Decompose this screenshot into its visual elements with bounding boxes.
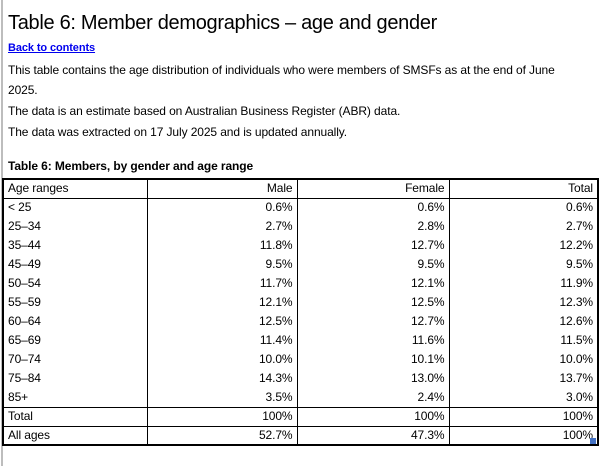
value-cell: 2.7% — [146, 217, 297, 236]
demographics-table-wrap: Age ranges Male Female Total < 25 0.6% 0.6% 0.… — [2, 178, 599, 446]
intro-paragraph-2: The data is an estimate based on Austral… — [8, 104, 401, 118]
value-cell: 12.5% — [146, 312, 297, 331]
row-label-cell: 85+ — [8, 389, 29, 404]
value-cell: 12.1% — [146, 293, 297, 312]
value-cell: 11.6% — [296, 331, 449, 350]
value-cell: 11.9% — [448, 274, 598, 293]
value-cell: 12.5% — [296, 293, 449, 312]
column-header-cell: Male — [146, 179, 297, 199]
table-row: 70–74 10.0% 10.1% 10.0% — [3, 350, 598, 369]
value-cell: 3.5% — [146, 388, 297, 407]
value-cell: 100% — [448, 406, 598, 426]
value-cell: 9.5% — [296, 255, 449, 274]
table-caption: Table 6: Members, by gender and age rang… — [8, 159, 254, 173]
value-cell: 52.7% — [146, 425, 297, 445]
selection-handle-icon[interactable] — [590, 438, 596, 444]
table-row: < 25 0.6% 0.6% 0.6% — [3, 198, 598, 217]
value-cell: 11.4% — [146, 331, 297, 350]
table-row: 35–44 11.8% 12.7% 12.2% — [3, 236, 598, 255]
column-header-cell: Total — [448, 179, 598, 199]
summary-row: Total 100% 100% 100% — [3, 406, 598, 426]
value-cell: 12.7% — [296, 236, 449, 255]
row-label-cell: 65–69 — [8, 333, 41, 347]
value-cell: 9.5% — [448, 255, 598, 274]
intro-paragraph-1: This table contains the age distribution… — [8, 63, 555, 97]
value-cell: 0.6% — [296, 198, 449, 217]
value-cell: 13.7% — [448, 369, 598, 388]
row-label-cell: 25–34 — [8, 219, 41, 233]
value-cell: 100% — [448, 425, 598, 445]
value-cell: 12.3% — [448, 293, 598, 312]
value-cell: 12.7% — [296, 312, 449, 331]
value-cell: 0.6% — [146, 198, 297, 217]
value-cell: 13.0% — [296, 369, 449, 388]
table-row: 60–64 12.5% 12.7% 12.6% — [3, 312, 598, 331]
column-header-age-ranges: Age ranges — [3, 179, 147, 199]
value-cell: 2.7% — [448, 217, 598, 236]
summary-row: All ages 52.7% 47.3% 100% — [3, 425, 598, 445]
intro-paragraph-3: The data was extracted on 17 July 2025 a… — [8, 125, 348, 139]
row-label-cell: 45–49 — [8, 257, 41, 271]
value-cell: 14.3% — [146, 369, 297, 388]
value-cell: 12.2% — [448, 236, 598, 255]
row-label-cell: All ages — [3, 425, 147, 445]
value-cell: 10.0% — [146, 350, 297, 369]
row-label-cell: 50–54 — [8, 276, 41, 290]
value-cell: 11.7% — [146, 274, 297, 293]
column-header-cell: Female — [296, 179, 449, 199]
value-cell: 12.1% — [296, 274, 449, 293]
page-title: Table 6: Member demographics – age and g… — [8, 12, 438, 34]
row-label-cell: 55–59 — [8, 295, 41, 309]
table-row: 75–84 14.3% 13.0% 13.7% — [3, 369, 598, 388]
demographics-table: Age ranges Male Female Total < 25 0.6% 0.6% 0.… — [2, 178, 599, 446]
value-cell: 2.4% — [296, 388, 449, 407]
table-row: 45–49 9.5% 9.5% 9.5% — [3, 255, 598, 274]
value-cell: 11.8% — [146, 236, 297, 255]
value-cell: 2.8% — [296, 217, 449, 236]
table-row: 65–69 11.4% 11.6% 11.5% — [3, 331, 598, 350]
row-label-cell: 70–74 — [8, 352, 41, 366]
value-cell: 100% — [146, 406, 297, 426]
value-cell: 9.5% — [146, 255, 297, 274]
back-to-contents-link[interactable]: Back to contents — [8, 42, 96, 54]
value-cell: 47.3% — [296, 425, 449, 445]
value-cell: 10.1% — [296, 350, 449, 369]
value-cell: 11.5% — [448, 331, 598, 350]
row-label-cell: Total — [3, 406, 147, 426]
table-row: 25–34 2.7% 2.8% 2.7% — [3, 217, 598, 236]
intro-paragraphs: This table contains the age distribution… — [8, 60, 597, 142]
value-cell: 10.0% — [448, 350, 598, 369]
row-label-cell: 60–64 — [8, 314, 41, 328]
table-row: 50–54 11.7% 12.1% 11.9% — [3, 274, 598, 293]
document-page: Table 6: Member demographics – age and g… — [2, 12, 599, 446]
row-label-cell: 75–84 — [8, 371, 41, 385]
value-cell: 3.0% — [448, 388, 598, 407]
table-header-row: Age ranges Male Female Total — [3, 179, 598, 199]
value-cell: 0.6% — [448, 198, 598, 217]
table-row: 85+ 3.5% 2.4% 3.0% — [3, 388, 598, 407]
table-row: 55–59 12.1% 12.5% 12.3% — [3, 293, 598, 312]
value-cell: 12.6% — [448, 312, 598, 331]
value-cell: 100% — [296, 406, 449, 426]
row-label-cell: < 25 — [8, 200, 32, 215]
row-label-cell: 35–44 — [8, 238, 41, 252]
